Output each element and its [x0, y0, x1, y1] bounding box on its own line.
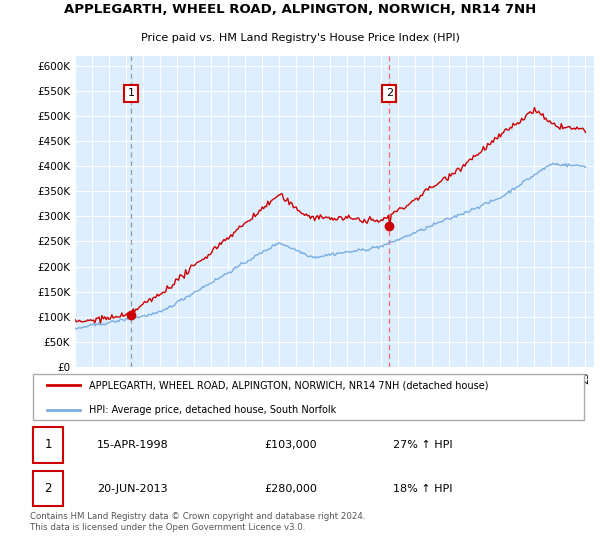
- Text: APPLEGARTH, WHEEL ROAD, ALPINGTON, NORWICH, NR14 7NH: APPLEGARTH, WHEEL ROAD, ALPINGTON, NORWI…: [64, 3, 536, 16]
- Text: HPI: Average price, detached house, South Norfolk: HPI: Average price, detached house, Sout…: [89, 405, 336, 415]
- FancyBboxPatch shape: [33, 471, 64, 506]
- Text: £103,000: £103,000: [265, 440, 317, 450]
- FancyBboxPatch shape: [33, 374, 584, 420]
- Text: APPLEGARTH, WHEEL ROAD, ALPINGTON, NORWICH, NR14 7NH (detached house): APPLEGARTH, WHEEL ROAD, ALPINGTON, NORWI…: [89, 380, 488, 390]
- FancyBboxPatch shape: [33, 427, 64, 463]
- Text: 2: 2: [386, 88, 393, 99]
- Text: £280,000: £280,000: [265, 484, 317, 493]
- Text: 1: 1: [127, 88, 134, 99]
- Text: Contains HM Land Registry data © Crown copyright and database right 2024.
This d: Contains HM Land Registry data © Crown c…: [30, 512, 365, 531]
- Text: Price paid vs. HM Land Registry's House Price Index (HPI): Price paid vs. HM Land Registry's House …: [140, 33, 460, 43]
- Text: 18% ↑ HPI: 18% ↑ HPI: [392, 484, 452, 493]
- Text: 15-APR-1998: 15-APR-1998: [97, 440, 169, 450]
- Text: 27% ↑ HPI: 27% ↑ HPI: [392, 440, 452, 450]
- Text: 1: 1: [44, 438, 52, 451]
- Text: 20-JUN-2013: 20-JUN-2013: [97, 484, 167, 493]
- Text: 2: 2: [44, 482, 52, 495]
